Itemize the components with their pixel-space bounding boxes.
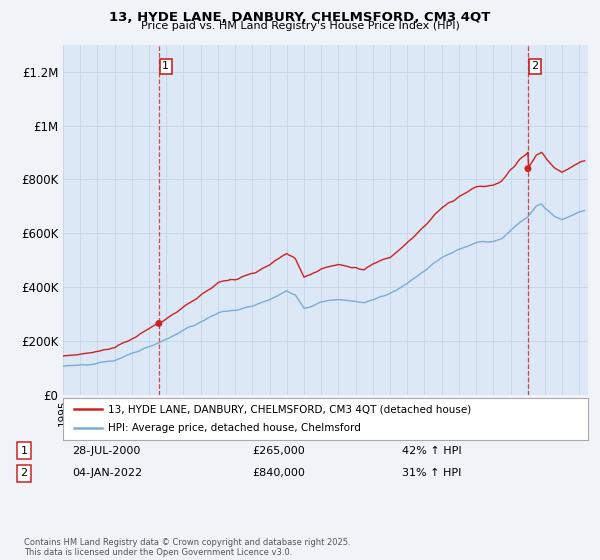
Text: 13, HYDE LANE, DANBURY, CHELMSFORD, CM3 4QT: 13, HYDE LANE, DANBURY, CHELMSFORD, CM3 …	[109, 11, 491, 24]
Text: Price paid vs. HM Land Registry's House Price Index (HPI): Price paid vs. HM Land Registry's House …	[140, 21, 460, 31]
Point	[154, 319, 164, 328]
Text: 31% ↑ HPI: 31% ↑ HPI	[402, 468, 461, 478]
Text: £840,000: £840,000	[252, 468, 305, 478]
Text: HPI: Average price, detached house, Chelmsford: HPI: Average price, detached house, Chel…	[107, 423, 361, 433]
Text: 42% ↑ HPI: 42% ↑ HPI	[402, 446, 461, 456]
Text: 04-JAN-2022: 04-JAN-2022	[72, 468, 142, 478]
Text: 13, HYDE LANE, DANBURY, CHELMSFORD, CM3 4QT (detached house): 13, HYDE LANE, DANBURY, CHELMSFORD, CM3 …	[107, 404, 471, 414]
Text: 1: 1	[20, 446, 28, 456]
Text: 28-JUL-2000: 28-JUL-2000	[72, 446, 140, 456]
Text: £265,000: £265,000	[252, 446, 305, 456]
Text: 1: 1	[163, 62, 169, 71]
Text: 2: 2	[20, 468, 28, 478]
Text: 2: 2	[532, 62, 538, 71]
Point	[523, 164, 533, 173]
Text: Contains HM Land Registry data © Crown copyright and database right 2025.
This d: Contains HM Land Registry data © Crown c…	[24, 538, 350, 557]
